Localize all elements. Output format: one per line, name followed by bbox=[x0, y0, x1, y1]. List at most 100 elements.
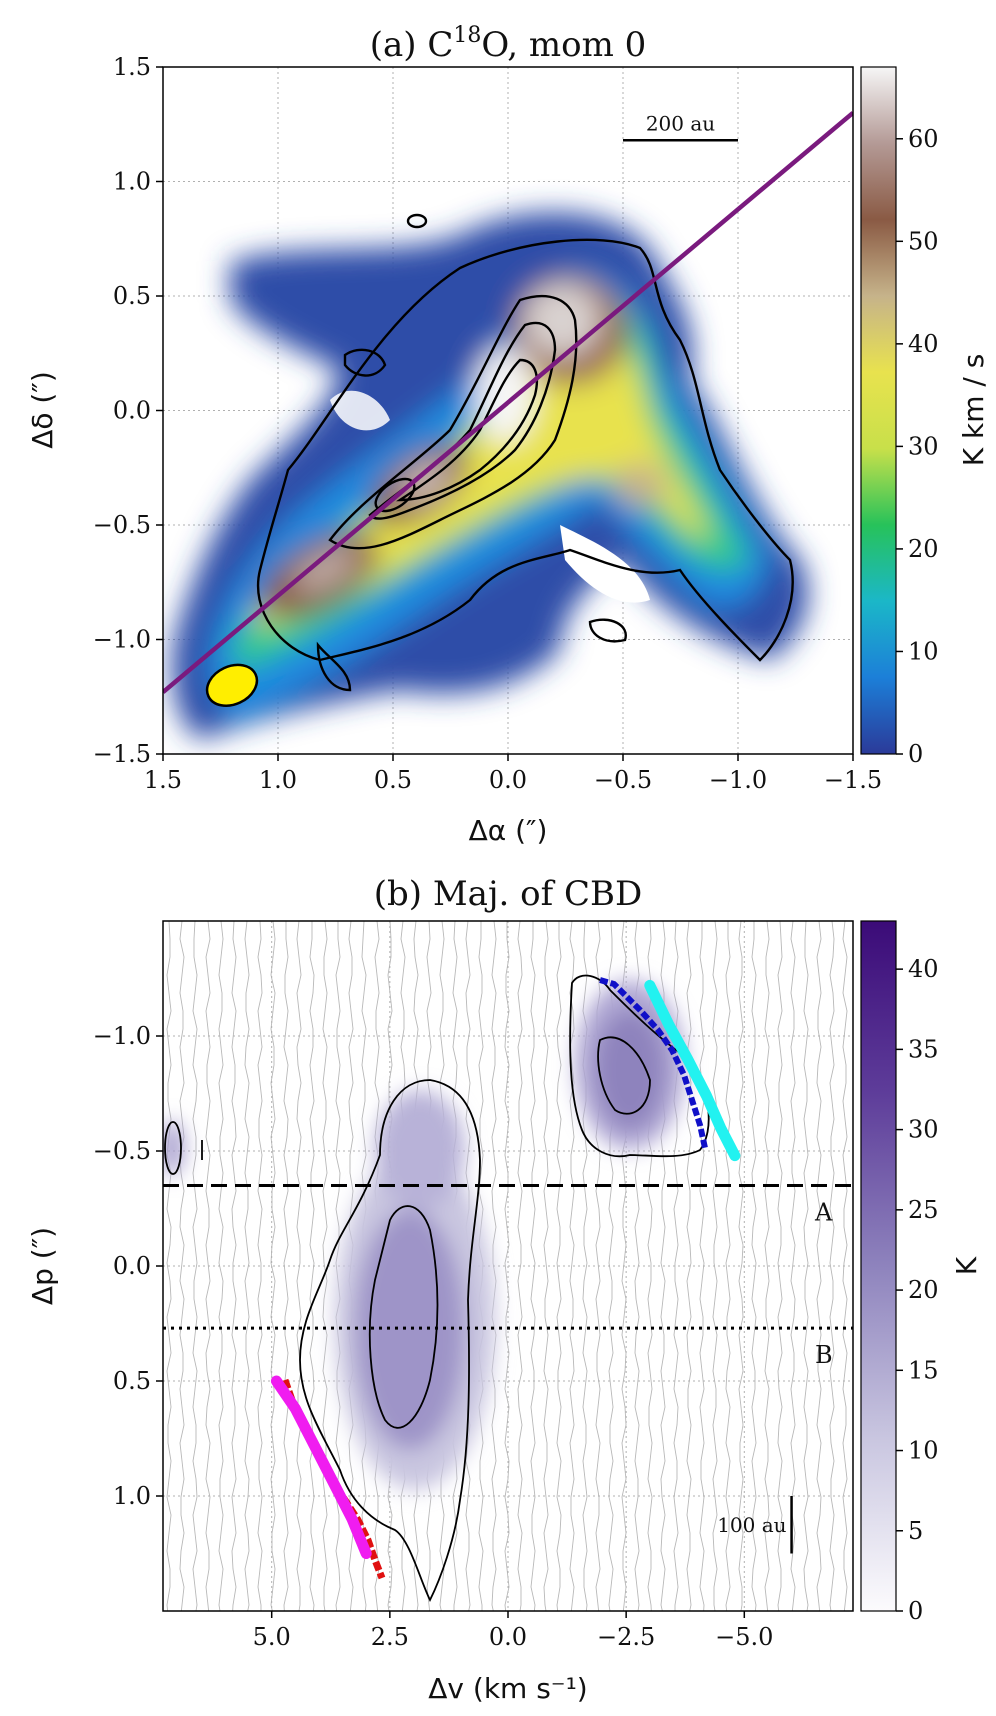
colorbar-tick-label: 0 bbox=[908, 740, 923, 768]
beam-ellipse bbox=[205, 663, 259, 707]
noise-contour bbox=[738, 921, 744, 1611]
noise-contour bbox=[816, 921, 822, 1611]
noise-contour bbox=[699, 921, 705, 1611]
noise-contour bbox=[244, 921, 250, 1611]
reference-line-a-label: A bbox=[814, 1199, 833, 1227]
noise-contour bbox=[257, 921, 263, 1611]
noise-contour bbox=[166, 921, 172, 1611]
major-axis-line bbox=[163, 111, 853, 694]
noise-contour bbox=[517, 921, 523, 1611]
noise-contour bbox=[829, 921, 835, 1611]
panel-b-xlabel: Δv (km s⁻¹) bbox=[428, 1672, 587, 1705]
colorbar-a-label: K km / s bbox=[957, 354, 990, 467]
noise-contour bbox=[842, 921, 848, 1611]
y-tick-label: −1.0 bbox=[93, 626, 151, 654]
panel-a-plot-area: 200 au bbox=[163, 67, 853, 754]
colorbar-a bbox=[860, 66, 897, 755]
y-tick-label: −0.5 bbox=[93, 1137, 151, 1165]
noise-contour bbox=[556, 921, 562, 1611]
panel-b-contours bbox=[164, 974, 710, 1603]
x-tick-label: 0.0 bbox=[489, 766, 527, 794]
noise-contour bbox=[543, 921, 549, 1611]
colorbar-tick-label: 15 bbox=[908, 1356, 939, 1384]
panel-b-emission-map bbox=[163, 980, 685, 1490]
noise-contour bbox=[569, 921, 575, 1611]
panel-a-xlabel: Δα (″) bbox=[469, 814, 548, 847]
colorbar-tick-label: 35 bbox=[908, 1035, 939, 1063]
x-tick-label: −5.0 bbox=[715, 1623, 773, 1651]
noise-contour bbox=[218, 921, 224, 1611]
noise-contour bbox=[777, 921, 783, 1611]
y-tick-label: 1.0 bbox=[113, 168, 151, 196]
y-tick-label: 0.0 bbox=[113, 397, 151, 425]
y-tick-label: 0.5 bbox=[113, 1367, 151, 1395]
panel-b-plot-area: A B 100 au bbox=[163, 921, 853, 1611]
colorbar-b-ticks: 0 5 10 15 20 25 30 35 40 bbox=[896, 955, 939, 1625]
fit-curve-redshifted bbox=[270, 1375, 372, 1559]
noise-contour bbox=[309, 921, 315, 1611]
panel-a-ticks: 1.5 1.0 0.5 0.0 −0.5 −1.0 −1.5 −1.5 −1.0 −0.5 0.0 0… bbox=[93, 53, 882, 794]
colorbar-tick-label: 10 bbox=[908, 1437, 939, 1465]
scale-bar-200au-label: 200 au bbox=[646, 111, 715, 135]
noise-contour bbox=[296, 921, 302, 1611]
panel-a-title: (a) C18O, mom 0 bbox=[370, 23, 647, 65]
colorbar-tick-label: 0 bbox=[908, 1597, 923, 1625]
x-tick-label: 5.0 bbox=[253, 1623, 291, 1651]
noise-contour bbox=[764, 921, 770, 1611]
noise-contour bbox=[205, 921, 211, 1611]
noise-contour bbox=[491, 921, 497, 1611]
colorbar-b-label: K bbox=[950, 1256, 983, 1275]
y-tick-label: 1.0 bbox=[113, 1482, 151, 1510]
colorbar-tick-label: 60 bbox=[908, 125, 939, 153]
x-tick-label: −1.5 bbox=[824, 766, 882, 794]
panel-b-ticks: 5.0 2.5 0.0 −2.5 −5.0 −1.0 −0.5 0.0 0.5 1.0 bbox=[93, 1022, 774, 1651]
colorbar-tick-label: 40 bbox=[908, 955, 939, 983]
x-tick-label: 1.5 bbox=[144, 766, 182, 794]
colorbar-tick-label: 30 bbox=[908, 1116, 939, 1144]
x-tick-label: 1.0 bbox=[259, 766, 297, 794]
noise-contour bbox=[530, 921, 536, 1611]
panel-a-emission-map bbox=[171, 212, 809, 741]
colorbar-tick-label: 40 bbox=[908, 330, 939, 358]
y-tick-label: 1.5 bbox=[113, 53, 151, 81]
noise-contour bbox=[335, 921, 341, 1611]
panel-b-grid bbox=[163, 921, 853, 1611]
y-tick-label: 0.5 bbox=[113, 282, 151, 310]
noise-contour bbox=[803, 921, 809, 1611]
x-tick-label: −2.5 bbox=[597, 1623, 655, 1651]
x-tick-label: 0.5 bbox=[374, 766, 412, 794]
noise-contour bbox=[192, 921, 198, 1611]
fit-curve-blueshifted bbox=[644, 979, 741, 1162]
x-tick-label: 2.5 bbox=[371, 1623, 409, 1651]
noise-contour bbox=[231, 921, 237, 1611]
noise-contour bbox=[686, 921, 692, 1611]
noise-contour bbox=[270, 921, 276, 1611]
x-tick-label: −0.5 bbox=[594, 766, 652, 794]
noise-contour bbox=[751, 921, 757, 1611]
panel-b-ylabel: Δp (″) bbox=[26, 1227, 59, 1305]
y-tick-label: −0.5 bbox=[93, 511, 151, 539]
noise-contour bbox=[712, 921, 718, 1611]
y-tick-label: 0.0 bbox=[113, 1252, 151, 1280]
scale-bar-100au-label: 100 au bbox=[717, 1513, 786, 1537]
colorbar-tick-label: 5 bbox=[908, 1517, 923, 1545]
noise-contour bbox=[283, 921, 289, 1611]
colorbar-tick-label: 20 bbox=[908, 1276, 939, 1304]
reference-line-b-label: B bbox=[815, 1341, 833, 1369]
x-tick-label: 0.0 bbox=[489, 1623, 527, 1651]
y-tick-label: −1.0 bbox=[93, 1022, 151, 1050]
noise-contour bbox=[725, 921, 731, 1611]
colorbar-tick-label: 25 bbox=[908, 1196, 939, 1224]
panel-a-ylabel: Δδ (″) bbox=[26, 371, 59, 449]
noise-contour bbox=[504, 921, 510, 1611]
x-tick-label: −1.0 bbox=[709, 766, 767, 794]
panel-b-title: (b) Maj. of CBD bbox=[374, 874, 642, 914]
colorbar-tick-label: 30 bbox=[908, 432, 939, 460]
colorbar-tick-label: 10 bbox=[908, 637, 939, 665]
colorbar-b bbox=[860, 920, 897, 1612]
panel-a-contours bbox=[256, 213, 794, 692]
noise-contour bbox=[179, 921, 185, 1611]
colorbar-tick-label: 50 bbox=[908, 227, 939, 255]
panel-a-emission-gaps bbox=[330, 390, 650, 603]
